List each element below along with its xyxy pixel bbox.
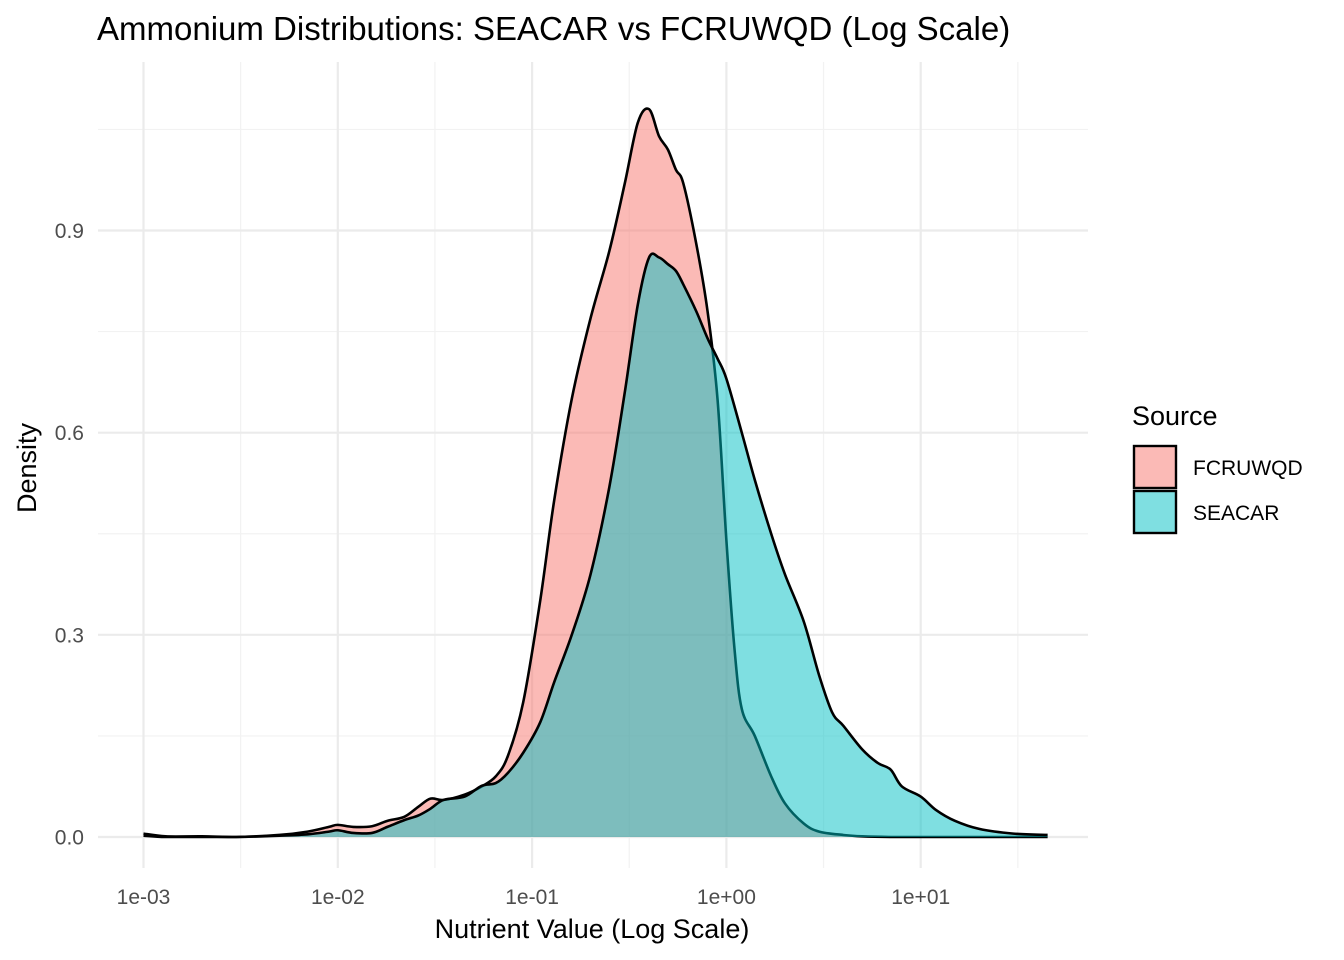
legend-key-fcruwqd xyxy=(1132,444,1178,490)
x-tick-label: 1e-02 xyxy=(311,886,365,909)
x-tick-label: 1e+01 xyxy=(891,886,950,909)
series-layer xyxy=(143,107,1048,839)
x-axis: 1e-03 1e-02 1e-01 1e+00 1e+01 xyxy=(117,886,951,909)
density-area-fcruwqd xyxy=(143,108,1048,837)
legend-title: Source xyxy=(1132,401,1218,431)
y-axis: 0.0 0.3 0.6 0.9 xyxy=(55,220,84,850)
density-line-seacar xyxy=(143,252,1048,839)
y-tick-label: 0.0 xyxy=(55,827,84,850)
legend-key-seacar xyxy=(1132,489,1178,535)
y-axis-title: Density xyxy=(12,422,42,513)
x-axis-title: Nutrient Value (Log Scale) xyxy=(435,914,750,944)
legend-label-seacar: SEACAR xyxy=(1193,502,1279,525)
legend-label-fcruwqd: FCRUWQD xyxy=(1193,457,1303,480)
y-tick-label: 0.6 xyxy=(55,422,84,445)
x-tick-label: 1e-03 xyxy=(117,886,171,909)
density-area-seacar xyxy=(143,253,1048,838)
y-tick-label: 0.9 xyxy=(55,220,84,243)
x-tick-label: 1e-01 xyxy=(505,886,559,909)
x-tick-label: 1e+00 xyxy=(697,886,756,909)
y-tick-label: 0.3 xyxy=(55,624,84,647)
legend: Source FCRUWQD SEACAR xyxy=(1132,401,1303,535)
chart-title: Ammonium Distributions: SEACAR vs FCRUWQ… xyxy=(97,10,1010,47)
